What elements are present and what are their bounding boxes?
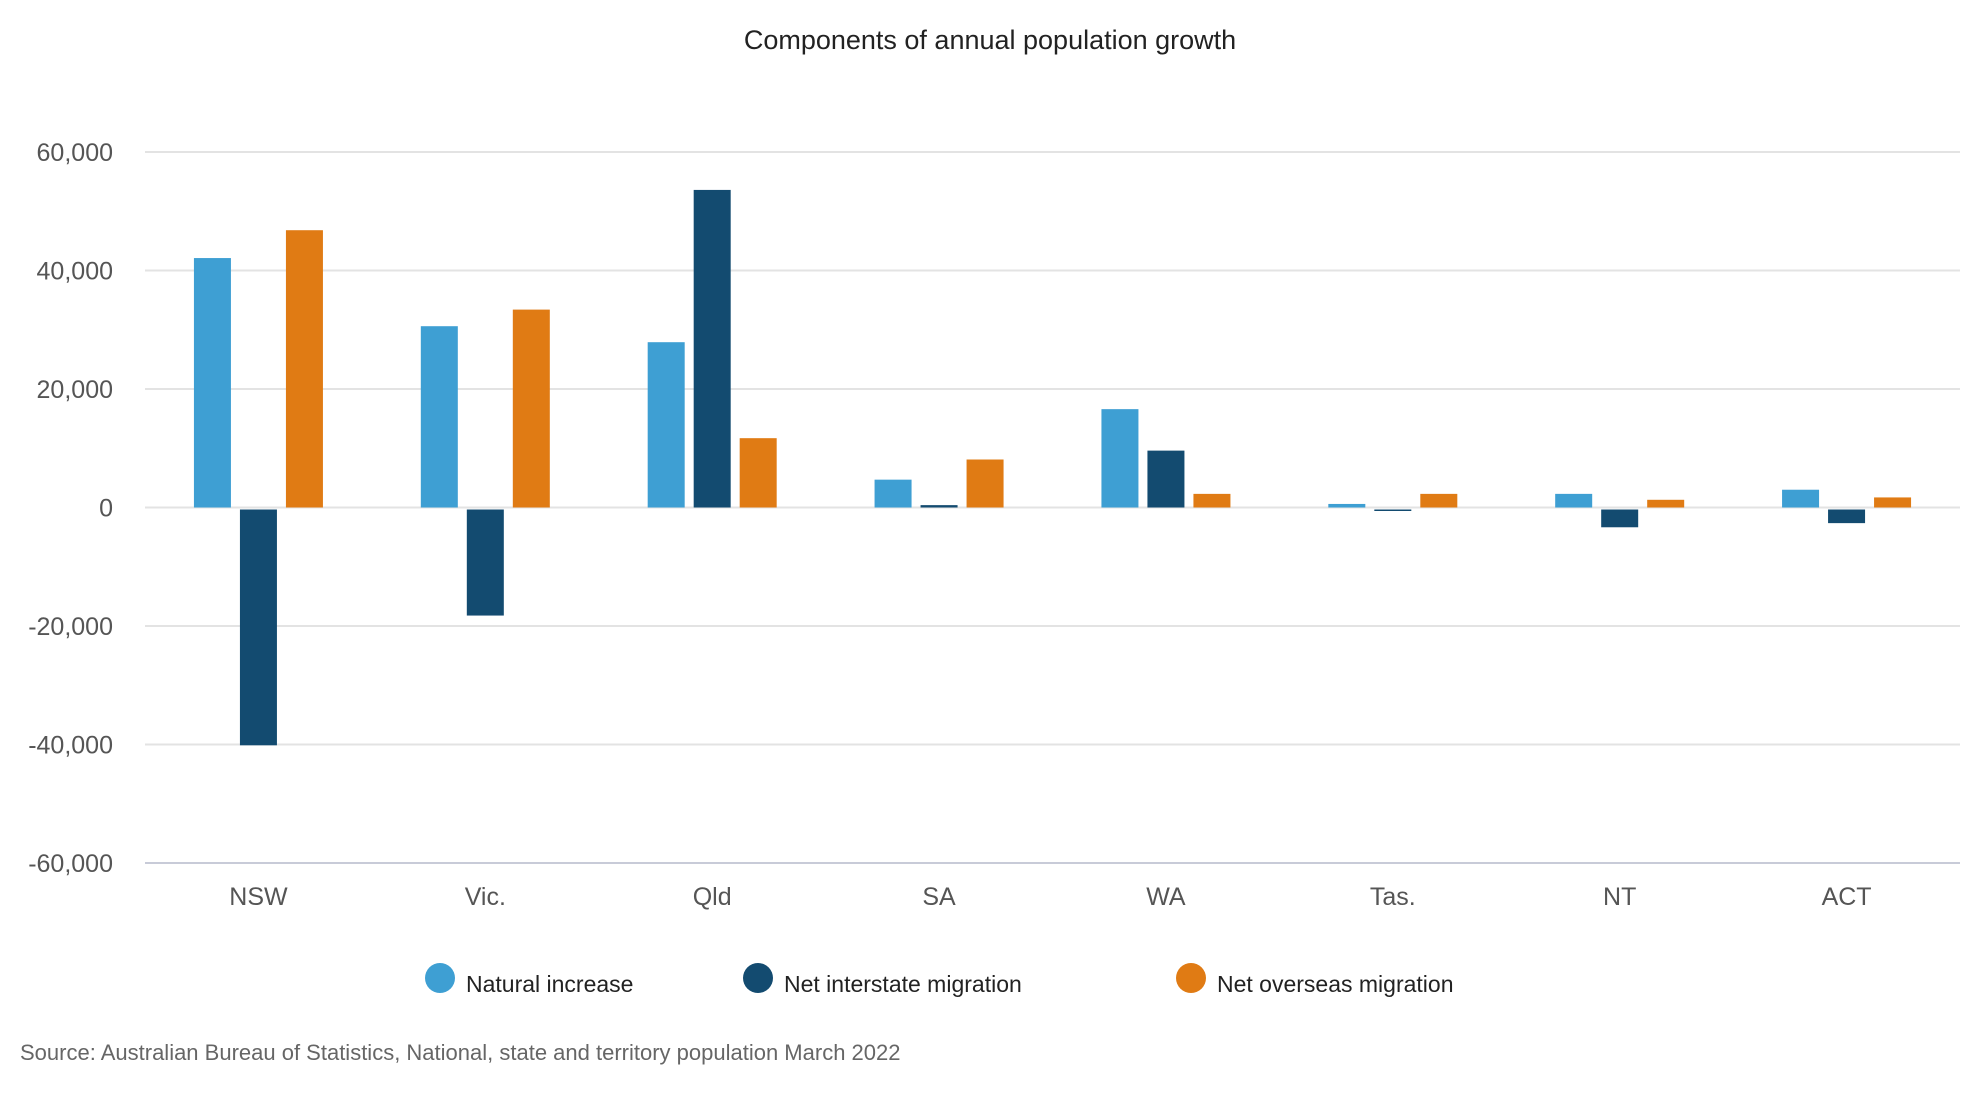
bar	[1147, 450, 1185, 508]
y-tick-label: 40,000	[37, 258, 113, 286]
legend-item[interactable]: Net interstate migration	[743, 963, 1022, 997]
y-tick-label: 60,000	[37, 139, 113, 167]
bar	[285, 230, 323, 508]
x-category-label: ACT	[1822, 883, 1872, 911]
legend-marker-icon	[1176, 963, 1206, 993]
bar	[193, 258, 231, 508]
bar	[1601, 509, 1639, 528]
legend-label: Net interstate migration	[784, 971, 1022, 997]
bar	[1328, 503, 1366, 508]
y-tick-label: -60,000	[28, 850, 113, 878]
x-axis-categories: NSW Vic. Qld SA WA Tas. NT ACT	[229, 883, 1871, 911]
legend-marker-icon	[743, 963, 773, 993]
legend-label: Net overseas migration	[1217, 971, 1454, 997]
y-tick-label: 20,000	[37, 376, 113, 404]
bar	[1193, 493, 1231, 508]
x-category-label: NSW	[229, 883, 288, 911]
y-tick-label: 0	[99, 495, 113, 523]
x-category-label: NT	[1603, 883, 1636, 911]
bar	[739, 438, 777, 508]
bar	[1828, 509, 1866, 524]
chart-title: Components of annual population growth	[744, 25, 1236, 55]
legend: Natural increase Net interstate migration…	[425, 963, 1454, 997]
bar	[1420, 493, 1458, 508]
legend-label: Natural increase	[466, 971, 633, 997]
legend-item[interactable]: Net overseas migration	[1176, 963, 1454, 997]
bar	[466, 509, 504, 616]
bar	[420, 326, 458, 508]
bar	[647, 342, 685, 508]
bar	[1874, 497, 1912, 508]
x-category-label: Qld	[693, 883, 732, 911]
legend-marker-icon	[425, 963, 455, 993]
bar	[1647, 499, 1685, 508]
bar	[239, 509, 277, 746]
y-tick-label: -40,000	[28, 732, 113, 760]
x-category-label: SA	[922, 883, 956, 911]
y-axis-ticks: 60,000 40,000 20,000 0 -20,000 -40,000 -60,000	[28, 139, 113, 878]
bars	[193, 189, 1912, 746]
bar	[1782, 489, 1820, 508]
bar	[966, 459, 1004, 508]
x-category-label: Tas.	[1370, 883, 1416, 911]
bar	[874, 479, 912, 508]
bar	[1555, 493, 1593, 508]
bar	[1374, 509, 1412, 511]
x-category-label: WA	[1146, 883, 1186, 911]
source-note: Source: Australian Bureau of Statistics,…	[20, 1040, 900, 1065]
x-category-label: Vic.	[465, 883, 506, 911]
gridlines	[145, 151, 1960, 864]
legend-item[interactable]: Natural increase	[425, 963, 633, 997]
bar	[1101, 409, 1139, 508]
bar	[693, 189, 731, 508]
bar	[512, 309, 550, 508]
bar	[920, 505, 958, 508]
y-tick-label: -20,000	[28, 613, 113, 641]
